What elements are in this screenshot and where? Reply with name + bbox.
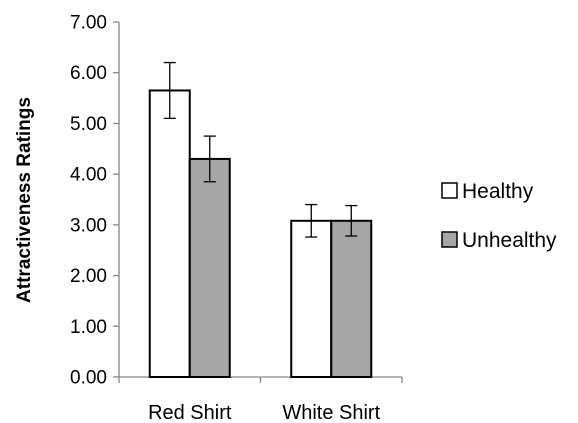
bar <box>188 157 231 378</box>
bars <box>148 89 373 378</box>
y-axis-title: Attractiveness Ratings <box>14 97 35 303</box>
x-axis: Red Shirt White Shirt <box>118 376 403 423</box>
bar <box>330 219 373 378</box>
bar <box>148 89 191 378</box>
bar <box>290 219 333 378</box>
error-bars <box>163 61 358 238</box>
y-tick-label: 4.00 <box>70 165 107 186</box>
legend-swatch <box>441 182 458 199</box>
x-category-label: Red Shirt <box>148 402 232 423</box>
legend: Healthy Unhealthy <box>441 180 557 252</box>
legend-label: Healthy <box>462 180 534 203</box>
y-tick-label: 3.00 <box>70 215 107 236</box>
y-tick-label: 1.00 <box>70 317 107 338</box>
y-tick-label: 6.00 <box>70 63 107 84</box>
legend-swatch <box>441 231 458 248</box>
y-axis: 0.00 1.00 2.00 3.00 4.00 5.00 6.00 7.00 <box>70 13 120 389</box>
y-tick-label: 2.00 <box>70 266 107 287</box>
y-tick-label: 0.00 <box>70 368 107 389</box>
x-category-label: White Shirt <box>282 402 380 423</box>
legend-label: Unhealthy <box>462 229 557 252</box>
y-tick-label: 5.00 <box>70 114 107 135</box>
y-tick-label: 7.00 <box>70 13 107 34</box>
